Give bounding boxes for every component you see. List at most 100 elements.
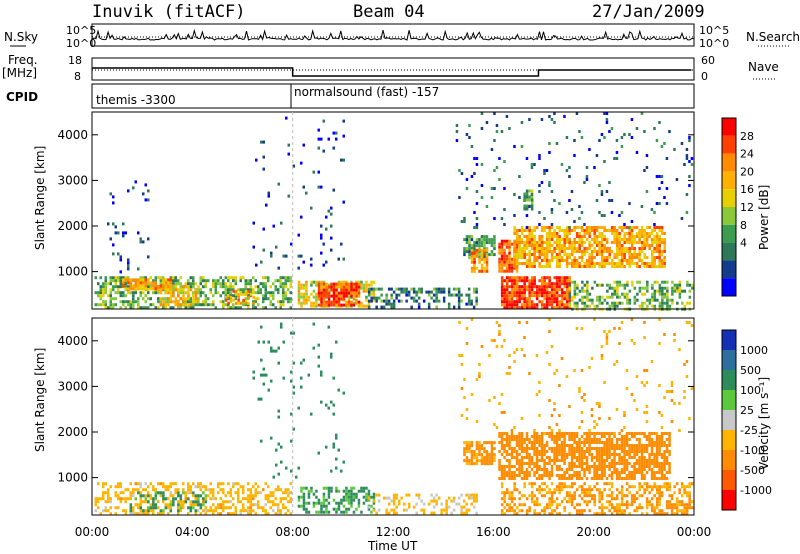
heatmap-cell <box>573 292 577 296</box>
heatmap-cell <box>247 294 250 298</box>
heatmap-cell <box>585 247 589 250</box>
heatmap-cell <box>297 254 300 258</box>
heatmap-cell <box>545 303 549 307</box>
heatmap-cell <box>249 497 252 501</box>
heatmap-cell <box>122 294 125 298</box>
heatmap-cell <box>663 462 666 465</box>
heatmap-cell <box>279 500 282 504</box>
heatmap-cell <box>565 253 569 256</box>
heatmap-cell <box>640 432 644 435</box>
heatmap-cell <box>132 291 135 295</box>
heatmap-cell <box>94 503 97 507</box>
heatmap-cell <box>503 491 506 495</box>
heatmap-cell <box>563 477 566 480</box>
heatmap-cell <box>505 297 509 301</box>
heatmap-cell <box>646 283 649 287</box>
heatmap-cell <box>435 290 438 294</box>
heatmap-cell <box>630 447 634 450</box>
heatmap-cell <box>605 453 609 456</box>
heatmap-cell <box>297 280 301 284</box>
heatmap-cell <box>177 282 180 286</box>
heatmap-cell <box>528 438 531 441</box>
heatmap-cell <box>147 509 150 513</box>
heatmap-cell <box>520 444 524 447</box>
heatmap-cell <box>593 432 596 435</box>
heatmap-cell <box>407 293 411 297</box>
heatmap-cell <box>470 248 474 252</box>
heatmap-cell <box>315 304 318 308</box>
heatmap-cell <box>282 291 285 295</box>
heatmap-cell <box>565 297 569 301</box>
heatmap-cell <box>212 279 215 283</box>
heatmap-cell <box>254 482 257 486</box>
heatmap-cell <box>159 282 162 286</box>
heatmap-cell <box>558 282 561 286</box>
heatmap-cell <box>660 435 664 438</box>
heatmap-cell <box>480 447 484 451</box>
heatmap-cell <box>375 493 378 497</box>
heatmap-cell <box>630 318 634 321</box>
heatmap-cell <box>465 441 469 445</box>
heatmap-cell <box>508 468 511 471</box>
heatmap-cell <box>560 468 564 471</box>
heatmap-cell <box>297 504 301 508</box>
heatmap-cell <box>535 477 539 480</box>
heatmap-cell <box>528 241 531 244</box>
heatmap-cell <box>518 468 521 471</box>
heatmap-cell <box>498 330 501 333</box>
heatmap-cell <box>565 375 569 378</box>
heatmap-cell <box>560 357 564 360</box>
heatmap-cell <box>520 465 524 468</box>
heatmap-cell <box>109 497 112 501</box>
heatmap-cell <box>620 494 624 498</box>
heatmap-cell <box>335 297 338 301</box>
heatmap-cell <box>124 287 128 291</box>
heatmap-cell <box>646 304 649 308</box>
heatmap-cell <box>586 280 589 284</box>
heatmap-cell <box>580 453 584 456</box>
heatmap-cell <box>468 238 471 242</box>
heatmap-cell <box>515 256 519 259</box>
heatmap-cell <box>510 297 514 301</box>
heatmap-cell <box>465 408 469 411</box>
heatmap-cell <box>124 276 127 280</box>
heatmap-cell <box>325 291 328 295</box>
heatmap-cell <box>580 369 584 372</box>
heatmap-cell <box>538 262 541 265</box>
heatmap-cell <box>262 306 265 310</box>
heatmap-cell <box>513 256 516 259</box>
heatmap-cell <box>114 491 117 495</box>
heatmap-cell <box>470 393 474 396</box>
heatmap-cell <box>548 497 551 501</box>
heatmap-cell <box>520 303 524 307</box>
heatmap-cell <box>192 297 195 301</box>
heatmap-cell <box>620 503 624 507</box>
heatmap-cell <box>555 256 559 259</box>
heatmap-cell <box>685 506 689 510</box>
heatmap-cell <box>635 497 639 501</box>
heatmap-cell <box>435 287 438 291</box>
heatmap-cell <box>204 485 207 489</box>
heatmap-cell <box>538 235 541 238</box>
heatmap-cell <box>475 254 479 258</box>
heatmap-cell <box>169 291 173 295</box>
heatmap-cell <box>513 285 516 289</box>
heatmap-cell <box>565 232 569 235</box>
heatmap-cell <box>212 494 215 498</box>
heatmap-cell <box>214 291 217 295</box>
heatmap-cell <box>513 488 516 492</box>
heatmap-cell <box>608 500 611 504</box>
heatmap-cell <box>635 151 639 154</box>
noise-tick-top-right: 10^5 <box>699 24 729 37</box>
heatmap-cell <box>533 285 536 289</box>
heatmap-cell <box>578 453 581 456</box>
heatmap-cell <box>332 146 335 150</box>
heatmap-cell <box>322 280 326 284</box>
heatmap-cell <box>357 285 361 289</box>
heatmap-cell <box>132 300 135 304</box>
heatmap-cell <box>177 306 180 310</box>
heatmap-cell <box>475 244 479 248</box>
heatmap-cell <box>593 247 596 250</box>
heatmap-cell <box>538 488 541 492</box>
heatmap-cell <box>500 441 504 444</box>
